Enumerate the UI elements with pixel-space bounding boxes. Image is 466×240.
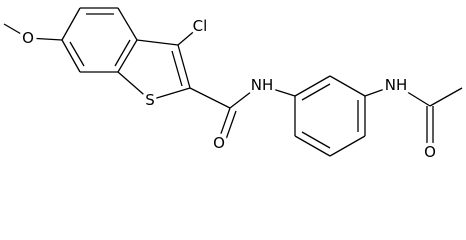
atom-label: NH <box>251 76 274 94</box>
atom-label: Cl <box>193 17 208 35</box>
atom-label: O <box>213 134 225 152</box>
atom-label: O <box>424 143 436 161</box>
bonds <box>3 7 463 157</box>
atom-labels: O Cl S O NH NH O <box>19 14 440 165</box>
molecule-diagram: O Cl S O NH NH O <box>3 7 463 165</box>
atom-label: NH <box>385 76 408 94</box>
atom-label: S <box>145 91 155 109</box>
atom-label: O <box>22 29 34 47</box>
